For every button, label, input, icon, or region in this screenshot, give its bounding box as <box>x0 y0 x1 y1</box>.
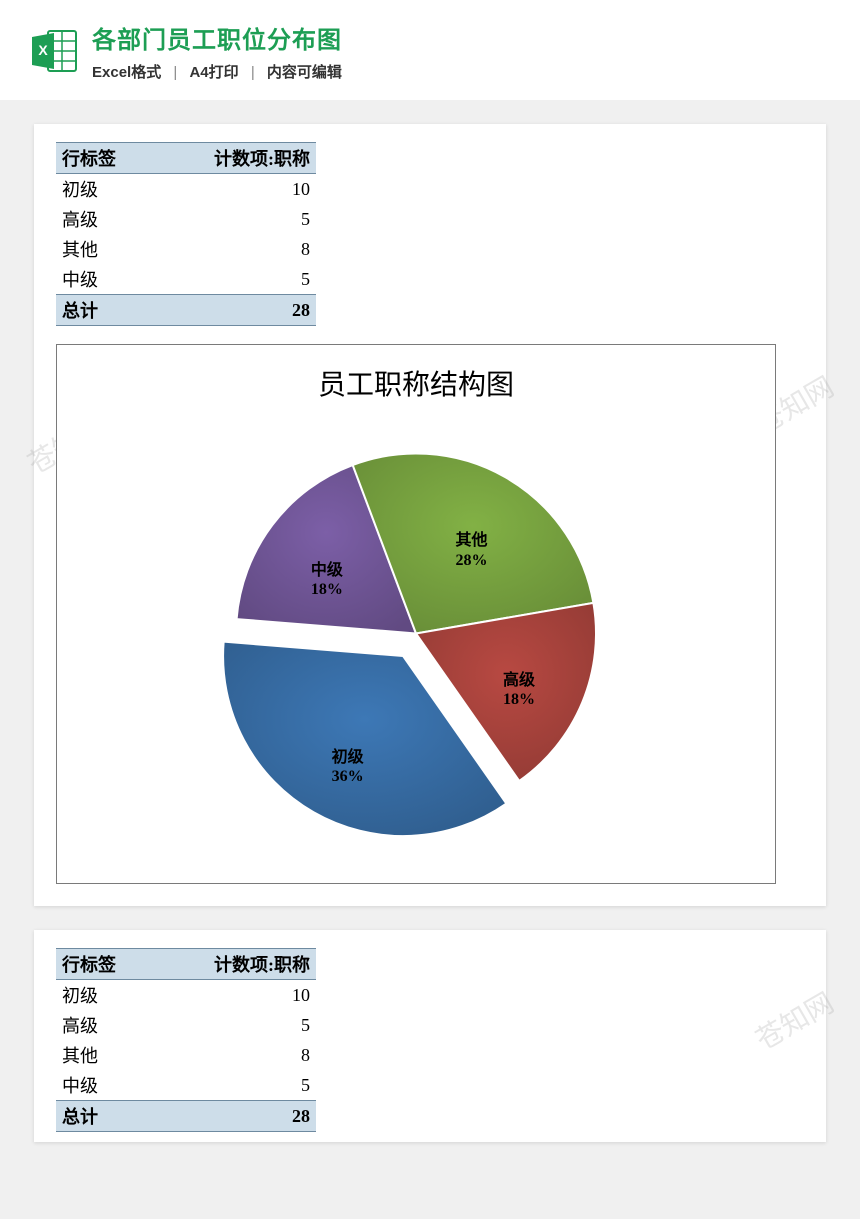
row-count: 5 <box>155 1010 316 1040</box>
row-count: 5 <box>155 264 316 295</box>
row-count: 5 <box>155 1070 316 1101</box>
total-row: 总计 28 <box>56 1101 316 1132</box>
page-header: X 各部门员工职位分布图 Excel格式 | A4打印 | 内容可编辑 <box>0 0 860 100</box>
table-row: 高级5 <box>56 204 316 234</box>
panel-main: 苍知网 苍知网 苍知网 行标签 计数项:职称 初级10高级5其他8中级5 总计 … <box>34 124 826 906</box>
svg-text:X: X <box>38 42 48 58</box>
total-label: 总计 <box>56 1101 155 1132</box>
col-header-count[interactable]: 计数项:职称 <box>155 949 316 980</box>
excel-icon: X <box>30 27 78 75</box>
pie-chart-container: 员工职称结构图 初级36% 中级18% 其他28% 高级18% <box>56 344 776 884</box>
meta-format: Excel格式 <box>92 64 161 81</box>
panel-secondary: 苍知网 行标签 计数项:职称 初级10高级5其他8中级5 总计 28 <box>34 930 826 1142</box>
pivot-table-1: 行标签 计数项:职称 初级10高级5其他8中级5 总计 28 <box>56 142 316 326</box>
row-count: 5 <box>155 204 316 234</box>
row-count: 10 <box>155 174 316 205</box>
row-label: 中级 <box>56 1070 155 1101</box>
table-row: 其他8 <box>56 1040 316 1070</box>
row-label: 其他 <box>56 1040 155 1070</box>
total-count: 28 <box>155 295 316 326</box>
total-row: 总计 28 <box>56 295 316 326</box>
col-header-count[interactable]: 计数项:职称 <box>155 143 316 174</box>
pie-label-初级: 初级36% <box>318 748 378 786</box>
row-label: 初级 <box>56 174 155 205</box>
row-label: 其他 <box>56 234 155 264</box>
table-row: 高级5 <box>56 1010 316 1040</box>
total-label: 总计 <box>56 295 155 326</box>
pie-label-高级: 高级18% <box>489 671 549 709</box>
pie-label-中级: 中级18% <box>297 561 357 599</box>
pivot-body-1: 初级10高级5其他8中级5 <box>56 174 316 295</box>
row-count: 8 <box>155 234 316 264</box>
row-label: 初级 <box>56 980 155 1011</box>
table-row: 初级10 <box>56 174 316 205</box>
row-label: 中级 <box>56 264 155 295</box>
pie-chart <box>186 424 646 869</box>
table-row: 初级10 <box>56 980 316 1011</box>
table-row: 中级5 <box>56 264 316 295</box>
total-count: 28 <box>155 1101 316 1132</box>
row-label: 高级 <box>56 1010 155 1040</box>
pie-label-其他: 其他28% <box>441 531 501 569</box>
row-label: 高级 <box>56 204 155 234</box>
table-row: 中级5 <box>56 1070 316 1101</box>
chart-title: 员工职称结构图 <box>57 345 775 403</box>
table-row: 其他8 <box>56 234 316 264</box>
col-header-label[interactable]: 行标签 <box>56 143 155 174</box>
meta-print: A4打印 <box>189 64 238 81</box>
pivot-body-2: 初级10高级5其他8中级5 <box>56 980 316 1101</box>
row-count: 8 <box>155 1040 316 1070</box>
page-title: 各部门员工职位分布图 <box>92 20 342 55</box>
page-meta: Excel格式 | A4打印 | 内容可编辑 <box>92 61 342 82</box>
row-count: 10 <box>155 980 316 1011</box>
col-header-label[interactable]: 行标签 <box>56 949 155 980</box>
meta-editable: 内容可编辑 <box>267 64 342 81</box>
pivot-table-2: 行标签 计数项:职称 初级10高级5其他8中级5 总计 28 <box>56 948 316 1132</box>
